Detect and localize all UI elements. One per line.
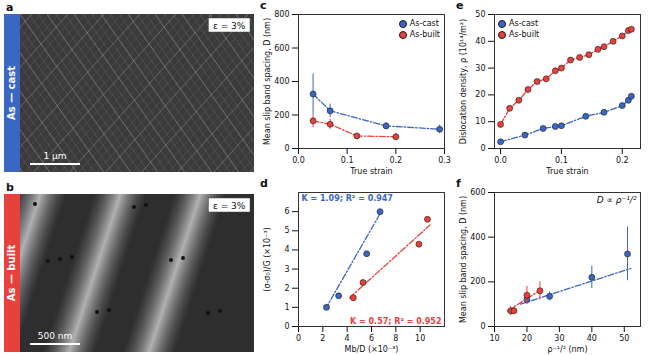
- svg-text:30: 30: [554, 334, 564, 343]
- html-text:As-built: As-built: [509, 30, 540, 39]
- svg-text:6: 6: [284, 207, 289, 216]
- svg-text:500 nm: 500 nm: [38, 331, 73, 341]
- html-text:As-cast: As-cast: [409, 19, 439, 28]
- svg-text:0.2: 0.2: [616, 156, 629, 165]
- html-text:f: f: [456, 177, 461, 190]
- svg-text:8: 8: [393, 334, 398, 343]
- svg-text:D ∝ ρ⁻¹/²: D ∝ ρ⁻¹/²: [597, 195, 637, 205]
- svg-text:True strain: True strain: [545, 167, 588, 176]
- svg-text:0: 0: [284, 322, 289, 331]
- svg-text:2: 2: [284, 284, 289, 293]
- svg-text:600: 600: [274, 44, 289, 53]
- svg-text:3: 3: [284, 265, 289, 274]
- svg-text:ε = 3%: ε = 3%: [213, 21, 246, 31]
- svg-text:0.1: 0.1: [341, 156, 354, 165]
- svg-text:10: 10: [415, 334, 425, 343]
- svg-text:200: 200: [274, 111, 289, 120]
- svg-text:6: 6: [369, 334, 374, 343]
- svg-text:4: 4: [284, 245, 289, 254]
- svg-text:ρ⁻¹/² (nm): ρ⁻¹/² (nm): [547, 345, 587, 354]
- svg-text:0.1: 0.1: [555, 156, 568, 165]
- svg-text:0.0: 0.0: [494, 156, 507, 165]
- svg-text:0: 0: [296, 334, 301, 343]
- svg-text:0.0: 0.0: [292, 156, 305, 165]
- svg-text:K = 1.09; R² = 0.947: K = 1.09; R² = 0.947: [302, 194, 393, 203]
- svg-text:Dislocation density, ρ (10¹⁴/m: Dislocation density, ρ (10¹⁴/m²): [459, 19, 468, 144]
- html-text:d: d: [260, 177, 268, 190]
- svg-text:10: 10: [475, 117, 485, 126]
- svg-text:As — built: As — built: [6, 245, 17, 302]
- svg-text:Mean slip band spacing, D (nm): Mean slip band spacing, D (nm): [263, 18, 272, 145]
- svg-text:50: 50: [619, 334, 629, 343]
- svg-text:40: 40: [587, 334, 597, 343]
- svg-text:5: 5: [284, 226, 289, 235]
- svg-text:0.2: 0.2: [389, 156, 402, 165]
- svg-text:a: a: [6, 1, 13, 14]
- svg-text:600: 600: [470, 188, 485, 197]
- svg-text:b: b: [6, 181, 14, 194]
- svg-text:400: 400: [470, 233, 485, 242]
- svg-text:20: 20: [522, 334, 532, 343]
- svg-text:0: 0: [284, 144, 289, 153]
- svg-text:Mb/D (×10⁻³): Mb/D (×10⁻³): [345, 345, 399, 354]
- html-text:As-cast: As-cast: [509, 19, 539, 28]
- html-text:e: e: [456, 0, 464, 12]
- svg-text:1: 1: [284, 303, 289, 312]
- svg-text:(σ-σ₀)/G (×10⁻³): (σ-σ₀)/G (×10⁻³): [263, 227, 272, 291]
- svg-text:10: 10: [489, 334, 499, 343]
- svg-text:0.3: 0.3: [438, 156, 451, 165]
- svg-text:K = 0.57; R² = 0.952: K = 0.57; R² = 0.952: [350, 317, 441, 326]
- svg-text:ε = 3%: ε = 3%: [213, 201, 246, 211]
- svg-text:20: 20: [475, 90, 485, 99]
- svg-text:1 μm: 1 μm: [43, 151, 66, 161]
- svg-text:Mean slip band spacing, D (nm): Mean slip band spacing, D (nm): [459, 196, 468, 323]
- svg-text:40: 40: [475, 37, 485, 46]
- svg-text:800: 800: [274, 10, 289, 19]
- svg-text:400: 400: [274, 77, 289, 86]
- svg-text:True strain: True strain: [349, 167, 392, 176]
- svg-text:0: 0: [480, 322, 485, 331]
- svg-text:200: 200: [470, 277, 485, 286]
- svg-text:As — cast: As — cast: [6, 66, 17, 120]
- svg-text:30: 30: [475, 64, 485, 73]
- html-text:c: c: [260, 0, 267, 12]
- svg-text:0: 0: [480, 144, 485, 153]
- svg-text:50: 50: [475, 10, 485, 19]
- svg-text:2: 2: [320, 334, 325, 343]
- html-text:As-built: As-built: [409, 30, 440, 39]
- svg-text:4: 4: [345, 334, 350, 343]
